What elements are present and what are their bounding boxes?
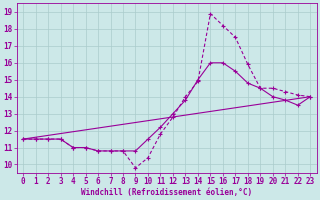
X-axis label: Windchill (Refroidissement éolien,°C): Windchill (Refroidissement éolien,°C) xyxy=(81,188,252,197)
